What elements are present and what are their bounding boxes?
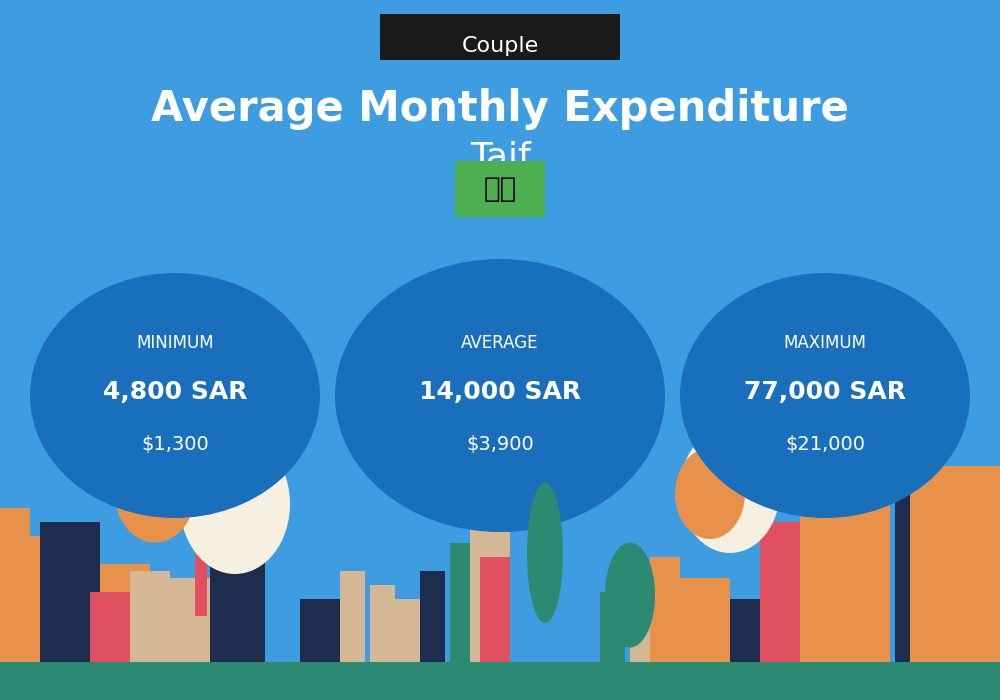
Ellipse shape <box>335 259 665 532</box>
Text: 🇸🇦: 🇸🇦 <box>483 175 517 203</box>
Bar <box>450 542 475 662</box>
Text: $21,000: $21,000 <box>785 435 865 454</box>
Bar <box>800 486 850 662</box>
Bar <box>470 508 510 662</box>
Text: MAXIMUM: MAXIMUM <box>784 334 866 352</box>
Bar <box>630 570 655 662</box>
Bar <box>395 598 425 662</box>
FancyBboxPatch shape <box>380 14 620 60</box>
Text: Average Monthly Expenditure: Average Monthly Expenditure <box>151 88 849 130</box>
Bar <box>100 564 150 661</box>
Bar <box>0 469 1000 700</box>
Ellipse shape <box>675 448 745 539</box>
Text: AVERAGE: AVERAGE <box>461 334 539 352</box>
Bar <box>210 536 265 662</box>
Bar <box>300 598 340 662</box>
Bar <box>0 508 30 662</box>
Text: $1,300: $1,300 <box>141 435 209 454</box>
Text: MINIMUM: MINIMUM <box>136 334 214 352</box>
FancyBboxPatch shape <box>455 161 545 217</box>
Bar <box>340 570 365 662</box>
Bar <box>0 536 55 662</box>
Bar <box>480 556 510 662</box>
Bar <box>370 584 395 662</box>
Text: 14,000 SAR: 14,000 SAR <box>419 380 581 404</box>
Bar <box>195 511 207 616</box>
Text: $3,900: $3,900 <box>466 435 534 454</box>
Ellipse shape <box>115 444 195 542</box>
Bar <box>90 592 135 662</box>
Bar <box>895 466 910 662</box>
Bar <box>600 592 625 662</box>
Bar <box>420 570 445 662</box>
Bar <box>910 466 1000 662</box>
Text: Taif: Taif <box>470 141 530 174</box>
Ellipse shape <box>30 273 320 518</box>
Text: Couple: Couple <box>461 36 539 55</box>
Ellipse shape <box>680 427 780 553</box>
Bar <box>730 598 760 662</box>
Bar <box>40 522 100 662</box>
Bar <box>0 662 1000 700</box>
Ellipse shape <box>605 542 655 648</box>
Text: 77,000 SAR: 77,000 SAR <box>744 380 906 404</box>
Bar <box>760 522 800 662</box>
Ellipse shape <box>680 273 970 518</box>
Bar <box>680 578 730 662</box>
Bar <box>650 556 680 662</box>
Bar <box>212 525 224 616</box>
Ellipse shape <box>527 483 563 623</box>
Text: 4,800 SAR: 4,800 SAR <box>103 380 247 404</box>
Bar <box>130 570 170 662</box>
Bar <box>170 578 210 662</box>
Ellipse shape <box>180 434 290 574</box>
Bar <box>850 466 890 662</box>
